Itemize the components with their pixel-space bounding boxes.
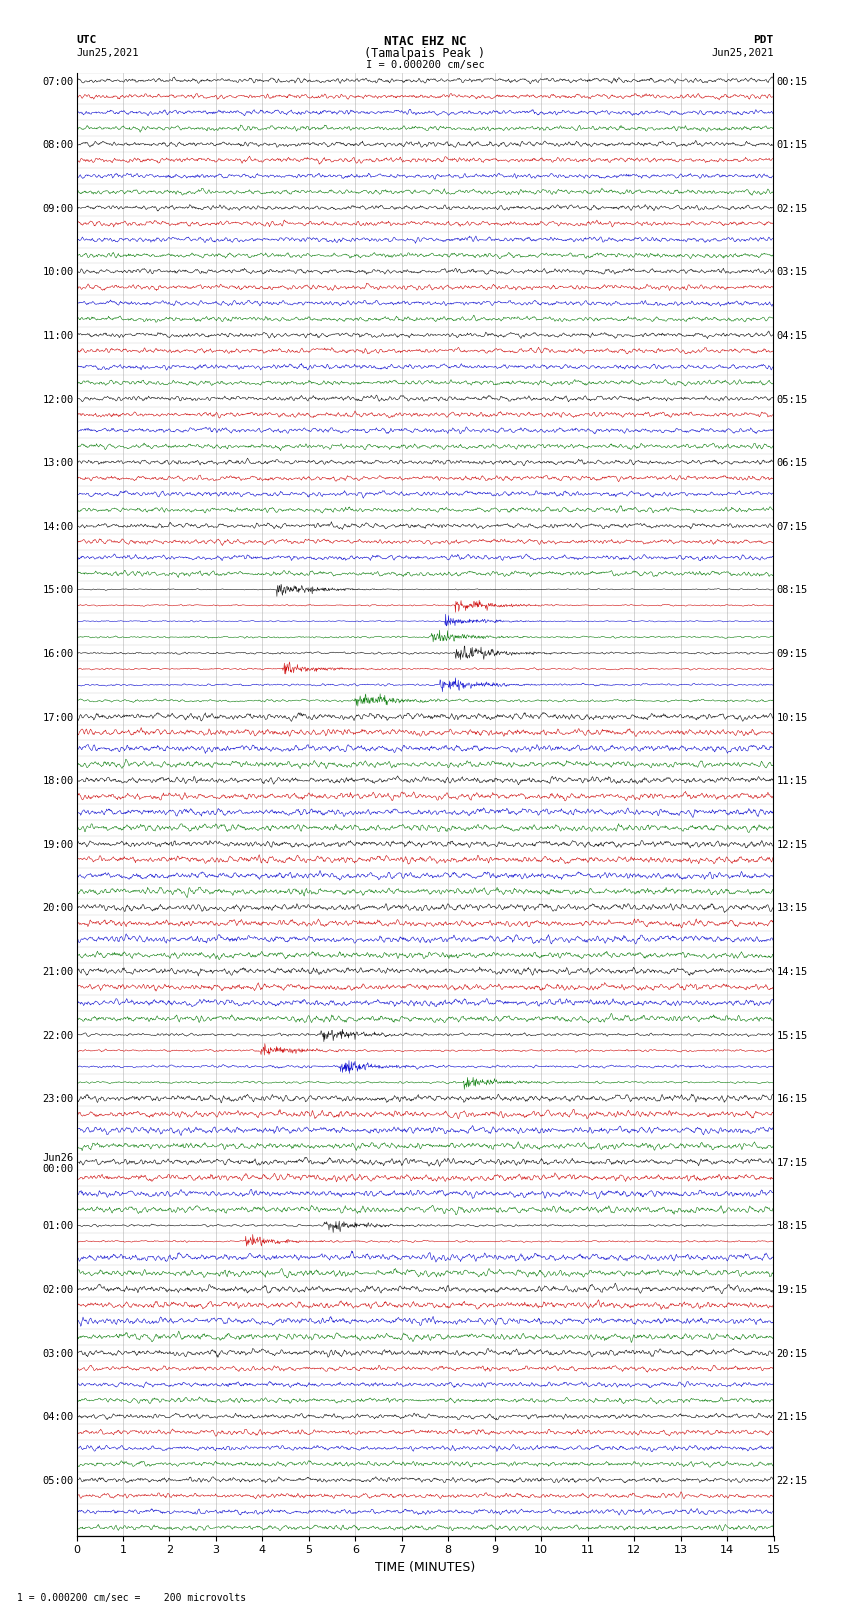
- Text: 1 = 0.000200 cm/sec =    200 microvolts: 1 = 0.000200 cm/sec = 200 microvolts: [17, 1594, 246, 1603]
- Text: UTC: UTC: [76, 35, 97, 45]
- Text: (Tamalpais Peak ): (Tamalpais Peak ): [365, 47, 485, 60]
- Text: Jun25,2021: Jun25,2021: [711, 48, 774, 58]
- Text: Jun25,2021: Jun25,2021: [76, 48, 139, 58]
- X-axis label: TIME (MINUTES): TIME (MINUTES): [375, 1561, 475, 1574]
- Text: PDT: PDT: [753, 35, 774, 45]
- Text: I = 0.000200 cm/sec: I = 0.000200 cm/sec: [366, 60, 484, 69]
- Text: NTAC EHZ NC: NTAC EHZ NC: [383, 35, 467, 48]
